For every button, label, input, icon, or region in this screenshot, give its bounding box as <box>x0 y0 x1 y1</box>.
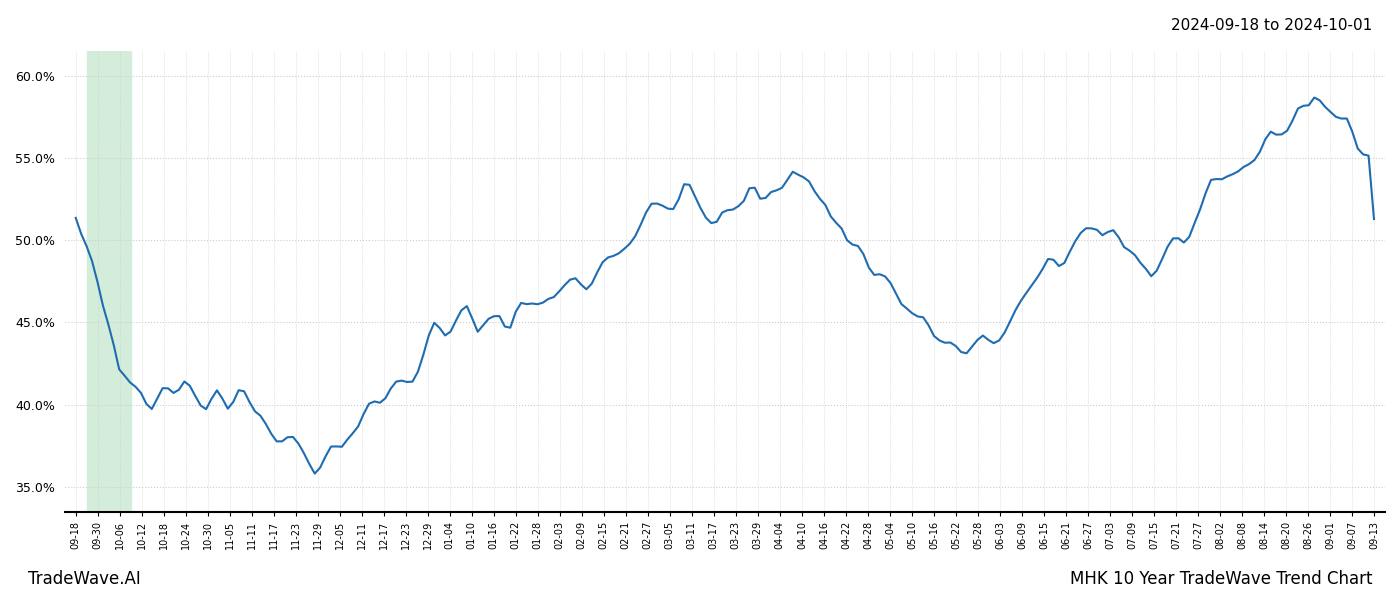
Text: MHK 10 Year TradeWave Trend Chart: MHK 10 Year TradeWave Trend Chart <box>1070 570 1372 588</box>
Text: 2024-09-18 to 2024-10-01: 2024-09-18 to 2024-10-01 <box>1170 18 1372 33</box>
Bar <box>87 51 130 512</box>
Text: TradeWave.AI: TradeWave.AI <box>28 570 141 588</box>
